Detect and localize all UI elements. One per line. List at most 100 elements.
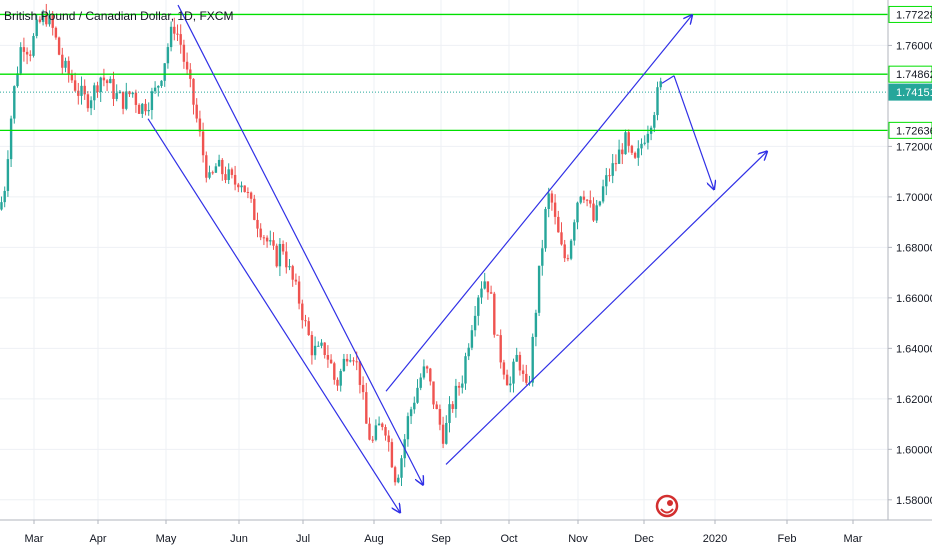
candle-body [461,383,464,388]
candle-body [272,240,275,246]
candle-body [185,61,189,70]
candle-body [269,240,272,242]
x-tick-label: Jul [296,533,310,545]
candle-body [157,85,160,88]
candle-body [208,172,211,178]
candle-body [435,404,438,410]
trend-line [661,75,675,84]
candle-body [214,166,218,173]
candle-body [595,205,598,221]
candle-body [313,345,317,356]
candle-body [637,148,640,158]
candle-body [6,159,10,191]
candle-body [515,354,518,362]
candle-body [105,80,109,84]
candle-body [48,15,51,25]
candle-body [425,366,429,369]
candle-body [448,404,451,423]
candle-body [653,115,656,128]
candle-body [89,100,93,109]
candle-body [569,240,573,259]
candle-body [525,373,528,383]
candle-body [493,293,496,335]
candle-body [83,85,86,95]
candle-body [345,358,349,362]
candle-body [243,185,246,192]
candle-body [13,86,16,119]
candle-body [640,143,643,149]
y-tick-label: 1.64000 [896,343,932,355]
candle-body [585,199,589,201]
candle-body [333,363,336,380]
candle-body [630,145,634,153]
candle-body [29,54,32,56]
candle-body [489,292,493,294]
candle-body [54,27,58,38]
x-tick-label: Sep [431,533,451,545]
candle-body [230,169,234,175]
candle-body [614,163,618,165]
candle-body [265,237,269,242]
candle-body [275,245,278,267]
candle-body [608,175,611,177]
y-tick-label: 1.68000 [896,242,932,254]
candle-body [499,335,502,363]
candle-body [505,374,509,386]
trend-line [177,4,423,485]
candle-body [349,360,352,362]
candle-body [406,416,410,440]
candle-body [86,94,90,109]
candle-body [531,336,534,383]
candle-body [605,175,608,187]
y-tick-label: 1.62000 [896,394,932,406]
candle-body [294,279,298,282]
candle-body [201,131,205,156]
candle-body [9,118,13,160]
candle-body [374,425,378,440]
x-tick-label: Mar [25,533,44,545]
candle-body [32,35,35,56]
candle-body [304,320,307,322]
candle-body [320,342,323,346]
trend-line [445,151,767,465]
candle-body [422,366,426,378]
candle-body [397,477,400,483]
candle-body [342,358,346,371]
candle-body [182,44,186,62]
x-tick-label: Feb [778,533,797,545]
candle-body [323,342,326,355]
candle-body [96,85,99,92]
candle-body [371,439,374,441]
candle-body [496,334,499,336]
candle-body [384,427,387,436]
candle-body [19,47,22,74]
candle-body [365,392,368,424]
candle-body [288,266,291,268]
candle-body [537,265,541,313]
candle-body [35,19,38,36]
candle-body [173,26,176,34]
x-tick-label: Aug [364,533,384,545]
candle-body [22,47,26,52]
candle-body [70,74,74,81]
candle-body [121,91,125,109]
candle-body [592,203,595,221]
level-label-bg [888,5,932,23]
candle-body [429,368,432,382]
trend-layer [147,4,767,512]
candle-body [627,132,630,146]
candle-body [144,103,147,112]
candle-body [118,91,122,94]
candle-body [441,424,445,444]
level-label-bg [888,65,932,83]
y-tick-label: 1.60000 [896,444,932,456]
candle-body [102,77,106,81]
level-label-bg [888,83,932,101]
candle-body [361,384,365,393]
candle-body [25,51,29,55]
candle-body [285,251,288,268]
candle-body [483,281,486,289]
candle-body [64,60,67,68]
candle-body [566,258,570,260]
